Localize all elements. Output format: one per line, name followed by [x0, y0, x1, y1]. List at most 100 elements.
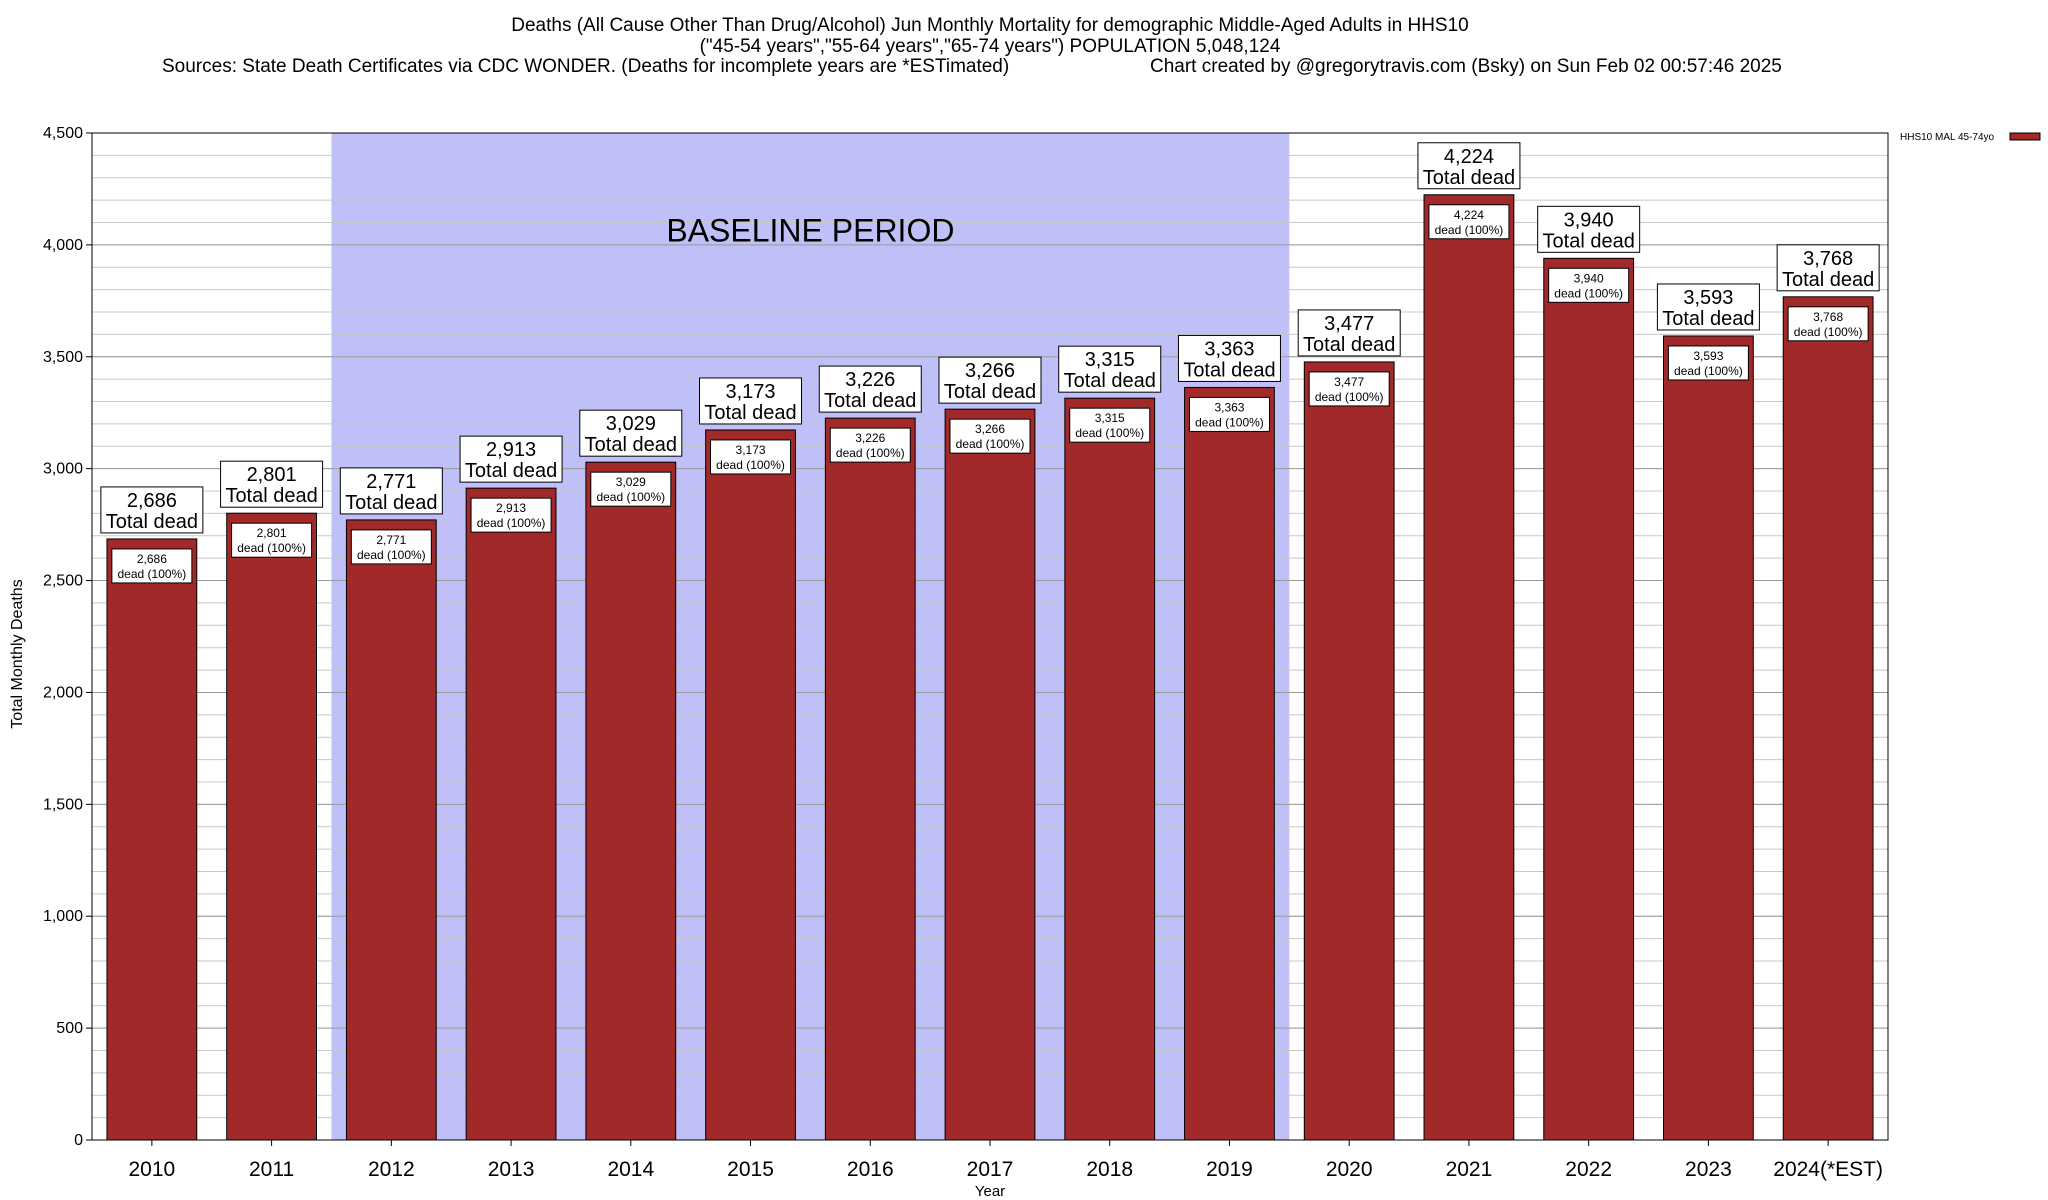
chart-subtitle: ("45-54 years","55-64 years","65-74 year… [700, 36, 1281, 57]
bar [585, 461, 677, 1141]
outer-data-label: 3,768 [1803, 248, 1853, 270]
inner-data-label-suffix: dead (100%) [1554, 286, 1623, 300]
bar [1184, 386, 1275, 1141]
outer-data-label-suffix: Total dead [1064, 370, 1156, 392]
inner-label-box [829, 427, 911, 463]
outer-data-label-suffix: Total dead [1423, 167, 1515, 189]
inner-data-label: 2,801 [257, 526, 287, 540]
x-tick-label: 2016 [847, 1158, 894, 1181]
y-tick-label: 2,500 [43, 573, 83, 590]
x-tick-label: 2022 [1565, 1158, 1612, 1181]
outer-data-label: 3,593 [1683, 287, 1733, 309]
inner-data-label: 2,771 [376, 533, 406, 547]
baseline-region-label: BASELINE PERIOD [666, 213, 954, 249]
inner-data-label-suffix: dead (100%) [836, 446, 905, 460]
chart-sources: Sources: State Death Certificates via CD… [162, 56, 1009, 77]
inner-label-box [111, 548, 193, 584]
inner-data-label-suffix: dead (100%) [1195, 415, 1264, 429]
inner-data-label-suffix: dead (100%) [1435, 223, 1504, 237]
inner-label-box [710, 439, 792, 475]
inner-data-label-suffix: dead (100%) [596, 490, 665, 504]
inner-label-box [1428, 204, 1510, 240]
inner-data-label-suffix: dead (100%) [956, 437, 1025, 451]
y-tick-label: 3,500 [43, 349, 83, 366]
inner-data-label: 2,913 [496, 501, 526, 515]
bar [1064, 397, 1156, 1141]
chart-title: Deaths (All Cause Other Than Drug/Alcoho… [511, 15, 1469, 36]
outer-label-box [1537, 205, 1641, 253]
x-tick-label: 2017 [967, 1158, 1014, 1181]
legend-swatch [2009, 132, 2041, 141]
bar [1663, 335, 1754, 1141]
outer-data-label: 2,686 [127, 490, 177, 512]
outer-data-label: 2,771 [366, 471, 416, 493]
outer-data-label: 2,801 [247, 464, 297, 486]
outer-data-label-suffix: Total dead [106, 511, 198, 533]
outer-data-label-suffix: Total dead [1782, 269, 1874, 291]
outer-data-label-suffix: Total dead [1543, 230, 1635, 252]
outer-data-label: 4,224 [1444, 146, 1494, 168]
outer-data-label: 3,477 [1324, 313, 1374, 335]
x-tick-label: 2021 [1446, 1158, 1493, 1181]
inner-data-label: 3,266 [975, 422, 1005, 436]
inner-label-box [1787, 306, 1869, 342]
bar [1782, 296, 1874, 1141]
inner-data-label-suffix: dead (100%) [477, 516, 546, 530]
inner-data-label-suffix: dead (100%) [237, 541, 306, 555]
x-tick-label: 2020 [1326, 1158, 1373, 1181]
outer-data-label-suffix: Total dead [704, 402, 796, 424]
bar [1303, 361, 1395, 1141]
y-tick-label: 0 [74, 1132, 83, 1149]
inner-label-box [1667, 345, 1749, 381]
inner-data-label: 3,173 [736, 443, 766, 457]
outer-label-box [220, 460, 324, 508]
outer-label-box [1656, 283, 1760, 331]
outer-data-label: 3,226 [845, 369, 895, 391]
inner-data-label-suffix: dead (100%) [1075, 426, 1144, 440]
bar [345, 519, 437, 1141]
outer-label-box [100, 486, 204, 534]
y-tick-label: 3,000 [43, 461, 83, 478]
y-tick-label: 2,000 [43, 684, 83, 701]
outer-data-label: 3,315 [1085, 349, 1135, 371]
inner-data-label: 3,593 [1693, 349, 1723, 363]
inner-label-box [1548, 267, 1630, 303]
outer-label-box [938, 356, 1042, 404]
outer-data-label: 3,173 [726, 381, 776, 403]
outer-label-box [1177, 334, 1281, 382]
inner-data-label: 2,686 [137, 552, 167, 566]
outer-label-box [1058, 345, 1162, 393]
outer-data-label: 2,913 [486, 439, 536, 461]
outer-data-label: 3,363 [1204, 338, 1254, 360]
inner-data-label: 3,363 [1214, 400, 1244, 414]
inner-data-label: 3,477 [1334, 375, 1364, 389]
x-tick-label: 2024(*EST) [1773, 1158, 1883, 1181]
inner-data-label: 3,315 [1095, 411, 1125, 425]
x-tick-label: 2012 [368, 1158, 415, 1181]
y-tick-label: 1,000 [43, 908, 83, 925]
inner-label-box [470, 497, 552, 533]
outer-data-label: 3,266 [965, 360, 1015, 382]
x-tick-label: 2018 [1086, 1158, 1133, 1181]
outer-data-label-suffix: Total dead [345, 492, 437, 514]
inner-data-label: 3,768 [1813, 310, 1843, 324]
bar [944, 408, 1036, 1141]
inner-data-label-suffix: dead (100%) [1315, 390, 1384, 404]
inner-label-box [590, 471, 672, 507]
x-tick-label: 2023 [1685, 1158, 1732, 1181]
plot-frame [91, 132, 1889, 1141]
x-tick-label: 2013 [488, 1158, 535, 1181]
x-tick-label: 2011 [249, 1158, 294, 1181]
outer-data-label-suffix: Total dead [465, 460, 557, 482]
inner-data-label: 3,940 [1574, 271, 1604, 285]
outer-data-label-suffix: Total dead [944, 381, 1036, 403]
outer-data-label-suffix: Total dead [824, 390, 916, 412]
outer-data-label-suffix: Total dead [1183, 359, 1275, 381]
bar [1423, 194, 1515, 1141]
inner-data-label-suffix: dead (100%) [357, 548, 426, 562]
y-axis-label: Total Monthly Deaths [9, 579, 26, 728]
inner-label-box [1308, 371, 1390, 407]
inner-data-label-suffix: dead (100%) [716, 458, 785, 472]
bar [1543, 257, 1635, 1141]
